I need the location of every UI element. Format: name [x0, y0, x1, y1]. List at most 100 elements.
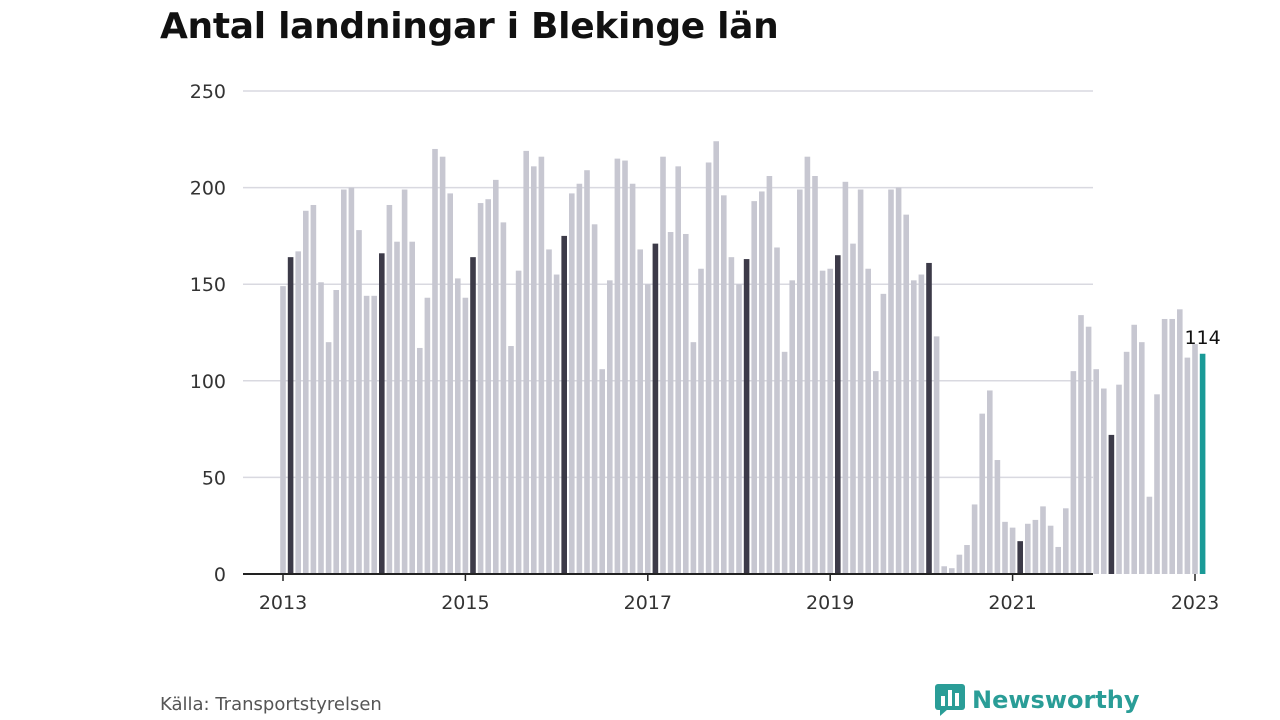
- bar: [1009, 527, 1016, 574]
- source-note: Källa: Transportstyrelsen: [160, 694, 382, 715]
- bar: [1123, 351, 1130, 574]
- bar: [409, 241, 415, 575]
- bar: [1154, 394, 1160, 574]
- bar: [432, 148, 438, 574]
- bar: [1055, 546, 1061, 574]
- bar: [553, 274, 560, 574]
- bar: [713, 141, 719, 574]
- bar: [493, 179, 499, 574]
- bar-highlight: [287, 257, 294, 574]
- bar-highlight: [470, 257, 476, 574]
- x-tick-label: 2013: [259, 592, 307, 614]
- bar: [508, 346, 514, 574]
- y-tick-label: 100: [190, 371, 226, 393]
- bar: [401, 189, 408, 575]
- bar: [1032, 519, 1039, 574]
- bar: [1002, 521, 1008, 574]
- y-tick-label: 250: [190, 81, 226, 103]
- bar: [363, 295, 370, 574]
- bar: [310, 204, 317, 574]
- bar: [280, 286, 286, 574]
- bar: [637, 249, 643, 574]
- bar: [531, 166, 537, 574]
- bar: [576, 183, 583, 574]
- latest-value-label: 114: [1184, 327, 1220, 349]
- bar: [705, 162, 712, 574]
- bar: [356, 230, 362, 574]
- bar: [1093, 369, 1099, 574]
- bar: [941, 566, 947, 574]
- bar: [424, 297, 431, 574]
- bar: [911, 280, 917, 574]
- y-tick-label: 50: [202, 467, 226, 489]
- bar: [462, 297, 469, 574]
- bar: [477, 203, 484, 574]
- bar: [645, 284, 651, 574]
- bar: [964, 545, 970, 574]
- bar: [819, 270, 826, 574]
- bar: [614, 158, 621, 574]
- bar: [599, 369, 605, 574]
- bar: [759, 191, 765, 575]
- bar: [880, 293, 887, 574]
- brand-logo[interactable]: Newsworthy: [934, 683, 1140, 717]
- bar: [660, 156, 666, 575]
- bar: [394, 241, 400, 575]
- x-tick-label: 2019: [806, 592, 854, 614]
- bar-highlight: [379, 253, 385, 574]
- x-tick-label: 2023: [1171, 592, 1219, 614]
- bar: [569, 193, 575, 574]
- bar: [865, 268, 871, 574]
- bar: [303, 210, 309, 574]
- bar-highlight: [561, 235, 567, 574]
- x-axis: [243, 573, 1196, 581]
- bar: [333, 289, 339, 574]
- y-tick-label: 150: [190, 274, 226, 296]
- bar: [607, 280, 613, 574]
- bar: [1047, 525, 1054, 574]
- bar: [857, 189, 864, 575]
- bar: [827, 268, 833, 574]
- y-tick-label: 200: [190, 178, 226, 200]
- bar: [1184, 357, 1191, 574]
- bar: [1139, 342, 1145, 574]
- bar: [1146, 496, 1153, 574]
- bar-highlight: [1017, 541, 1023, 574]
- bar: [766, 176, 773, 574]
- bar-highlight: [835, 255, 841, 574]
- bar: [371, 295, 377, 574]
- data-labels: 114: [1184, 327, 1220, 349]
- bar: [979, 413, 985, 574]
- y-tick-label: 0: [214, 564, 226, 586]
- bar: [546, 249, 552, 574]
- bar: [386, 204, 393, 574]
- bar: [956, 554, 963, 574]
- bar: [721, 195, 727, 574]
- bar: [842, 181, 849, 574]
- bar: [485, 199, 491, 574]
- bar: [348, 187, 355, 574]
- bar: [584, 170, 590, 574]
- bar-highlight: [1108, 434, 1115, 574]
- x-tick-label: 2015: [441, 592, 489, 614]
- bar: [888, 189, 894, 575]
- bar: [295, 251, 301, 574]
- bar: [781, 351, 788, 574]
- chart-title: Antal landningar i Blekinge län: [160, 6, 779, 47]
- bar: [622, 160, 628, 574]
- bar: [804, 156, 811, 575]
- bar: [629, 183, 636, 574]
- bar: [1116, 384, 1122, 574]
- bar: [318, 282, 324, 574]
- x-axis-tick-labels: 2013 2015 2017 2019 2021 2023: [259, 592, 1219, 614]
- bar: [1078, 315, 1084, 574]
- bar: [971, 504, 978, 574]
- bar-latest: [1199, 353, 1206, 574]
- bar: [949, 568, 955, 574]
- bar: [774, 247, 780, 574]
- bar: [797, 189, 803, 575]
- bar: [698, 268, 704, 574]
- bar: [987, 390, 993, 574]
- bar: [455, 278, 461, 574]
